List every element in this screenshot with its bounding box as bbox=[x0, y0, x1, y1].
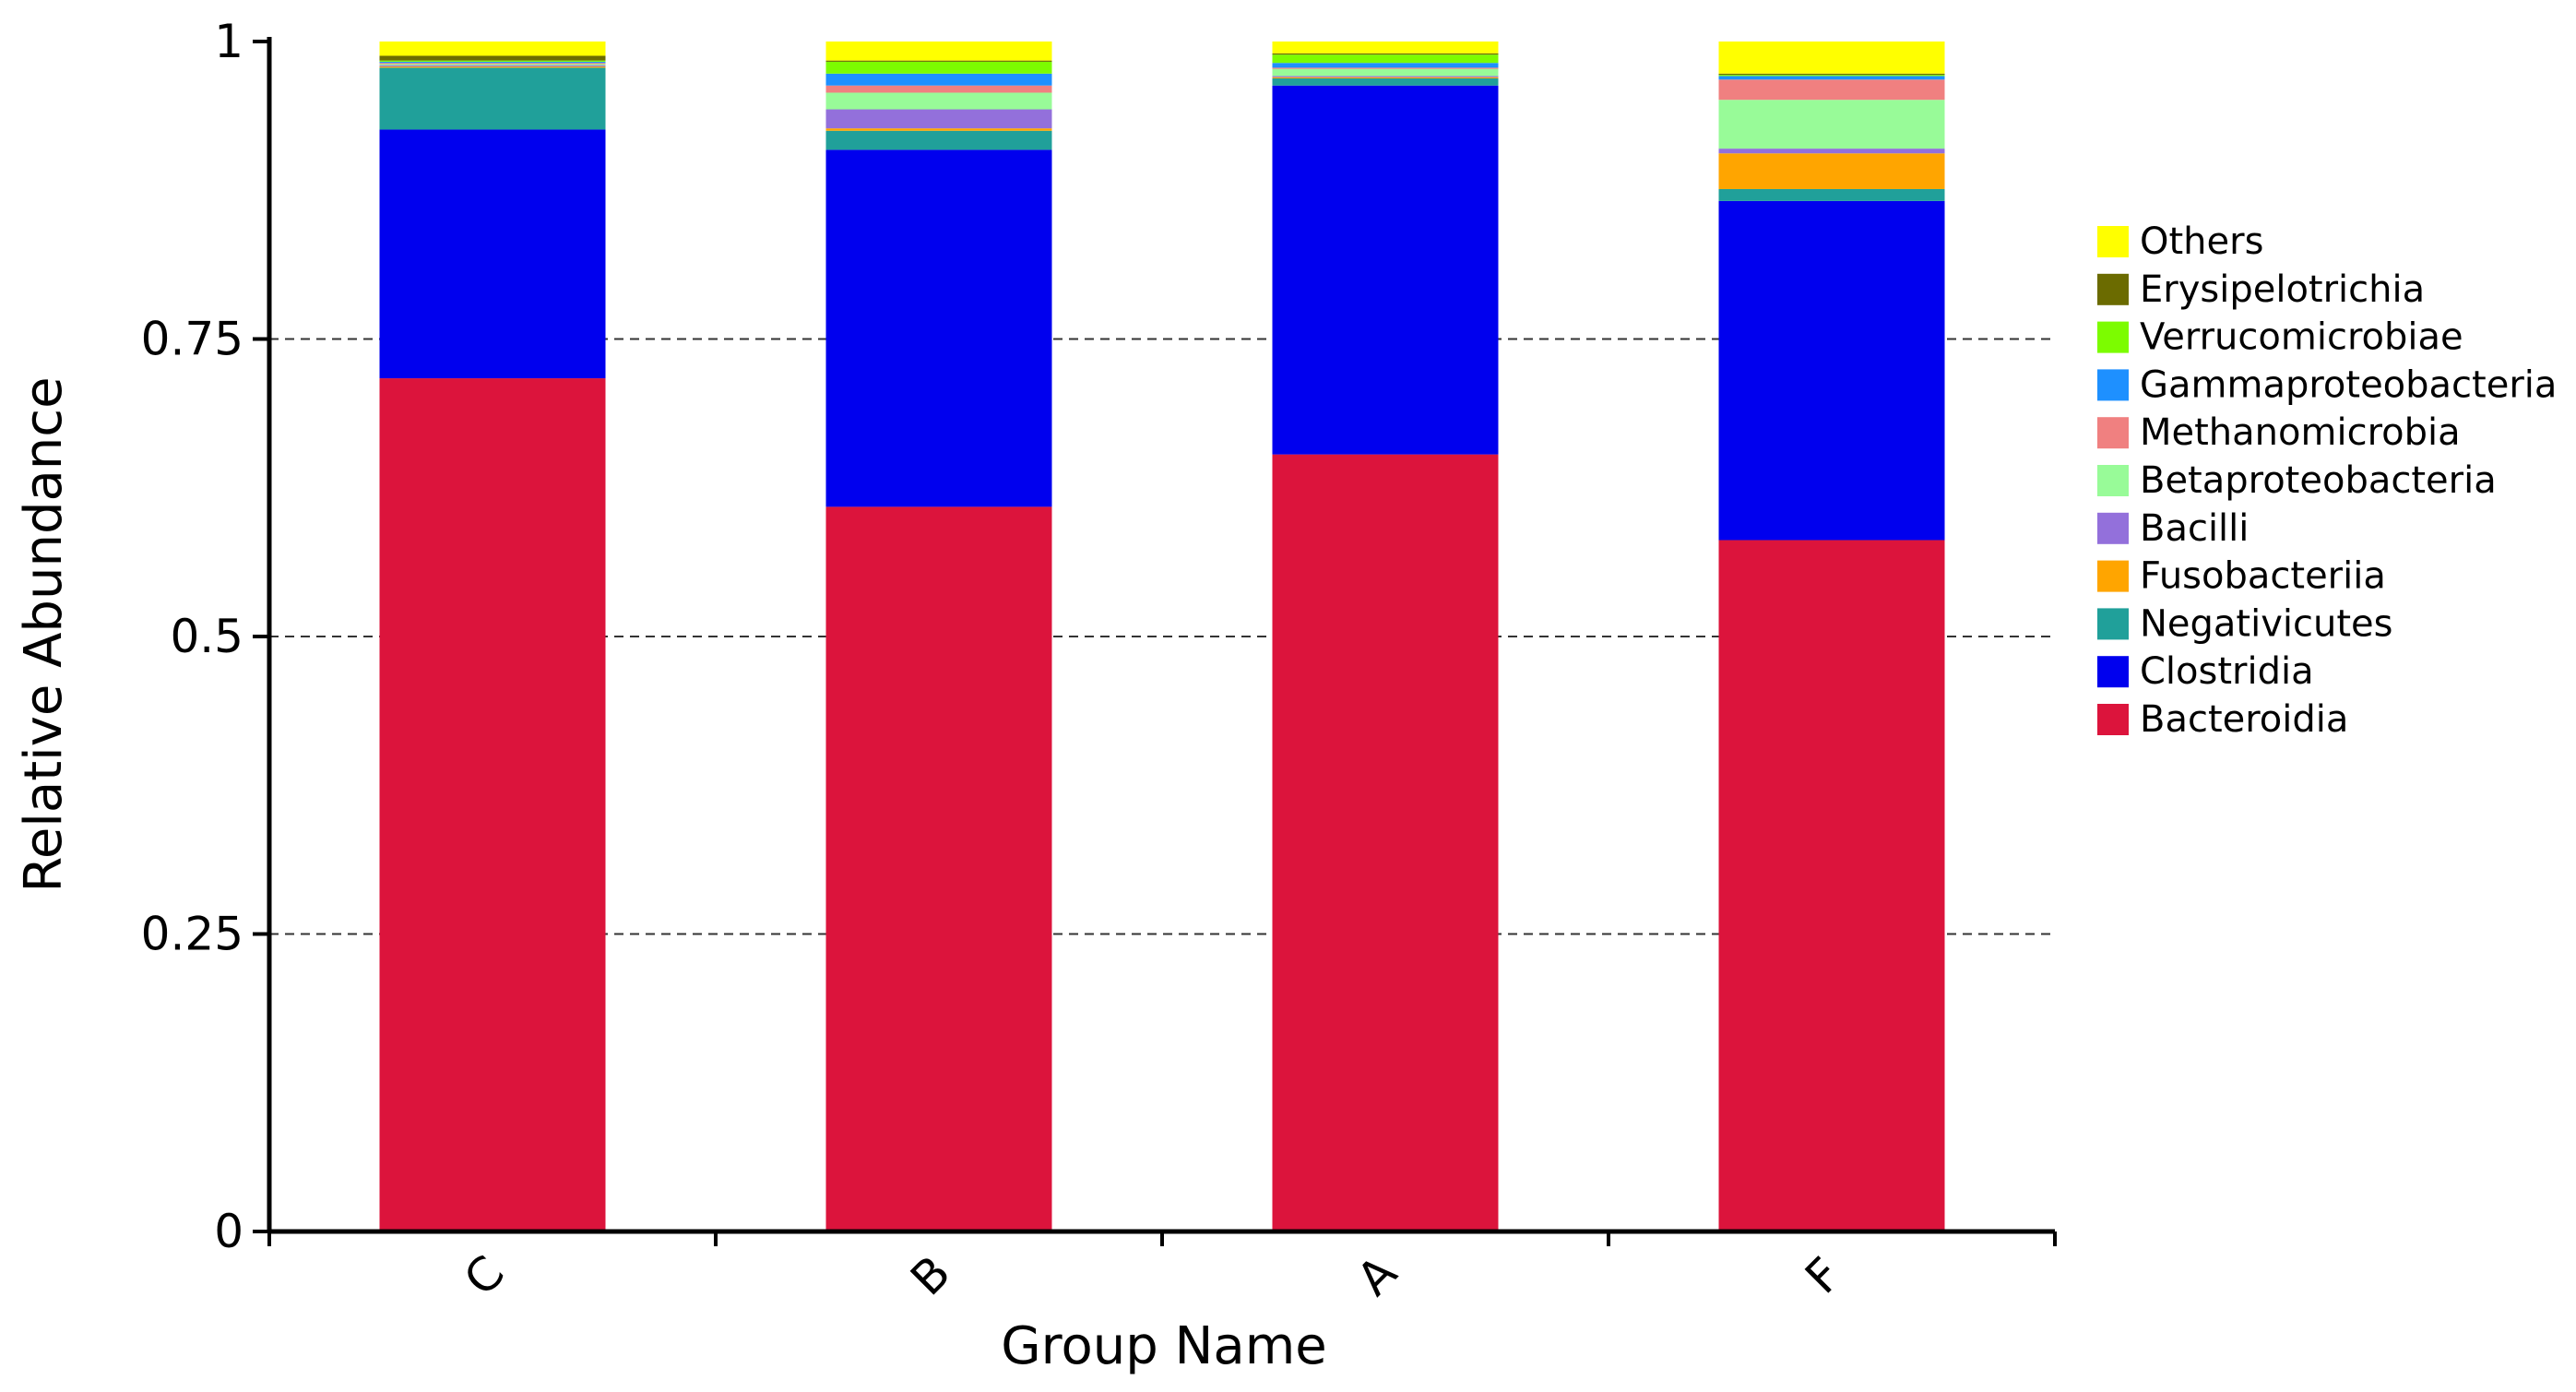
legend-label-bacteroidia: Bacteroidia bbox=[2140, 698, 2348, 741]
bar-segment-A-betaproteobacteria bbox=[1272, 68, 1499, 77]
bar-segment-A-methanomicrobia bbox=[1272, 67, 1499, 69]
bar-segment-A-verrucomicrobiae bbox=[1272, 54, 1499, 64]
y-tick-label: 0.75 bbox=[141, 313, 243, 366]
y-tick-label: 0.5 bbox=[170, 610, 243, 663]
legend: Others Erysipelotrichia VerrucomicrobiaeGa… bbox=[2097, 220, 2557, 741]
bar-segment-C-gammaproteobacteria bbox=[379, 61, 606, 64]
bar-group-C bbox=[379, 42, 606, 1231]
bar-segment-A-bacilli bbox=[1272, 76, 1499, 77]
legend-swatch-clostridia bbox=[2097, 656, 2129, 688]
bar-segment-A-negativicutes bbox=[1272, 77, 1499, 86]
x-tick-label-A: A bbox=[1347, 1245, 1407, 1305]
bar-segment-B-negativicutes bbox=[825, 130, 1052, 150]
bar-segment-A-clostridia bbox=[1272, 85, 1499, 455]
y-tick-label: 0 bbox=[214, 1205, 243, 1258]
bar-segment-C-others bbox=[379, 42, 606, 56]
bar-segment-B-fusobacteriia bbox=[825, 128, 1052, 131]
bar-segment-F-bacteroidia bbox=[1718, 540, 1945, 1231]
legend-swatch-erysipelotrichia bbox=[2097, 273, 2129, 305]
bar-segment-C-verrucomicrobiae bbox=[379, 60, 606, 62]
bar-segment-F-others bbox=[1718, 42, 1945, 74]
legend-item-clostridia: Clostridia bbox=[2097, 650, 2314, 693]
bars bbox=[379, 42, 1945, 1231]
legend-item-negativicutes: Negativicutes bbox=[2097, 602, 2393, 645]
bar-segment-A-fusobacteriia bbox=[1272, 77, 1499, 78]
legend-label-negativicutes: Negativicutes bbox=[2140, 602, 2393, 645]
legend-item-bacilli: Bacilli bbox=[2097, 507, 2249, 550]
legend-label-bacilli: Bacilli bbox=[2140, 507, 2249, 550]
legend-swatch-others bbox=[2097, 226, 2129, 257]
bar-segment-F-fusobacteriia bbox=[1718, 153, 1945, 189]
bar-segment-C-negativicutes bbox=[379, 67, 606, 130]
bar-segment-B-betaproteobacteria bbox=[825, 92, 1052, 110]
bar-segment-B-erysipelotrichia bbox=[825, 60, 1052, 62]
legend-swatch-fusobacteriia bbox=[2097, 560, 2129, 592]
bar-segment-A-gammaproteobacteria bbox=[1272, 63, 1499, 68]
bar-segment-B-methanomicrobia bbox=[825, 85, 1052, 93]
bar-segment-B-others bbox=[825, 42, 1052, 61]
x-tick-label-F: F bbox=[1795, 1247, 1851, 1303]
x-tick-label-B: B bbox=[900, 1245, 960, 1305]
legend-item-betaproteobacteria: Betaproteobacteria bbox=[2097, 459, 2497, 502]
bar-segment-C-clostridia bbox=[379, 129, 606, 379]
legend-item-bacteroidia: Bacteroidia bbox=[2097, 698, 2348, 741]
bar-segment-F-clostridia bbox=[1718, 200, 1945, 541]
bar-segment-F-bacilli bbox=[1718, 149, 1945, 154]
bar-segment-B-clostridia bbox=[825, 149, 1052, 507]
legend-item-fusobacteriia: Fusobacteriia bbox=[2097, 555, 2386, 598]
legend-swatch-bacteroidia bbox=[2097, 704, 2129, 735]
bar-segment-B-bacteroidia bbox=[825, 506, 1052, 1231]
legend-swatch-negativicutes bbox=[2097, 608, 2129, 640]
legend-item-erysipelotrichia: Erysipelotrichia bbox=[2097, 268, 2425, 311]
bar-group-A bbox=[1272, 42, 1499, 1231]
legend-swatch-betaproteobacteria bbox=[2097, 465, 2129, 496]
bar-segment-B-gammaproteobacteria bbox=[825, 73, 1052, 86]
legend-swatch-verrucomicrobiae bbox=[2097, 321, 2129, 353]
legend-swatch-bacilli bbox=[2097, 512, 2129, 544]
legend-label-erysipelotrichia: Erysipelotrichia bbox=[2140, 268, 2425, 311]
bar-group-F bbox=[1718, 42, 1945, 1231]
bar-segment-C-methanomicrobia bbox=[379, 63, 606, 65]
legend-label-verrucomicrobiae: Verrucomicrobiae bbox=[2140, 316, 2463, 359]
legend-label-clostridia: Clostridia bbox=[2140, 650, 2314, 693]
y-tick-label: 0.25 bbox=[141, 908, 243, 961]
legend-swatch-methanomicrobia bbox=[2097, 417, 2129, 449]
bar-segment-C-bacteroidia bbox=[379, 378, 606, 1231]
bar-segment-B-verrucomicrobiae bbox=[825, 61, 1052, 74]
legend-label-methanomicrobia: Methanomicrobia bbox=[2140, 411, 2461, 454]
bar-segment-F-betaproteobacteria bbox=[1718, 100, 1945, 149]
y-tick-label: 1 bbox=[214, 15, 243, 68]
legend-item-methanomicrobia: Methanomicrobia bbox=[2097, 411, 2461, 454]
bar-segment-F-methanomicrobia bbox=[1718, 79, 1945, 101]
bar-segment-A-others bbox=[1272, 42, 1499, 54]
legend-item-verrucomicrobiae: Verrucomicrobiae bbox=[2097, 316, 2463, 359]
bar-segment-C-bacilli bbox=[379, 65, 606, 67]
y-axis-title: Relative Abundance bbox=[14, 376, 74, 892]
bar-segment-F-erysipelotrichia bbox=[1718, 73, 1945, 76]
legend-label-others: Others bbox=[2140, 220, 2263, 263]
bar-segment-B-bacilli bbox=[825, 109, 1052, 129]
legend-item-others: Others bbox=[2097, 220, 2263, 263]
bar-segment-C-erysipelotrichia bbox=[379, 55, 606, 61]
bar-segment-F-negativicutes bbox=[1718, 188, 1945, 201]
bar-segment-F-gammaproteobacteria bbox=[1718, 76, 1945, 80]
bar-segment-A-bacteroidia bbox=[1272, 454, 1499, 1231]
bar-segment-F-verrucomicrobiae bbox=[1718, 75, 1945, 77]
legend-label-gammaproteobacteria: Gammaproteobacteria bbox=[2140, 363, 2557, 406]
bar-group-B bbox=[825, 42, 1052, 1231]
legend-label-betaproteobacteria: Betaproteobacteria bbox=[2140, 459, 2497, 502]
legend-item-gammaproteobacteria: Gammaproteobacteria bbox=[2097, 363, 2557, 406]
x-tick-label-C: C bbox=[454, 1245, 515, 1306]
legend-label-fusobacteriia: Fusobacteriia bbox=[2140, 555, 2386, 598]
bar-segment-C-fusobacteriia bbox=[379, 66, 606, 68]
legend-swatch-gammaproteobacteria bbox=[2097, 369, 2129, 401]
x-axis-title: Group Name bbox=[1001, 1316, 1327, 1376]
